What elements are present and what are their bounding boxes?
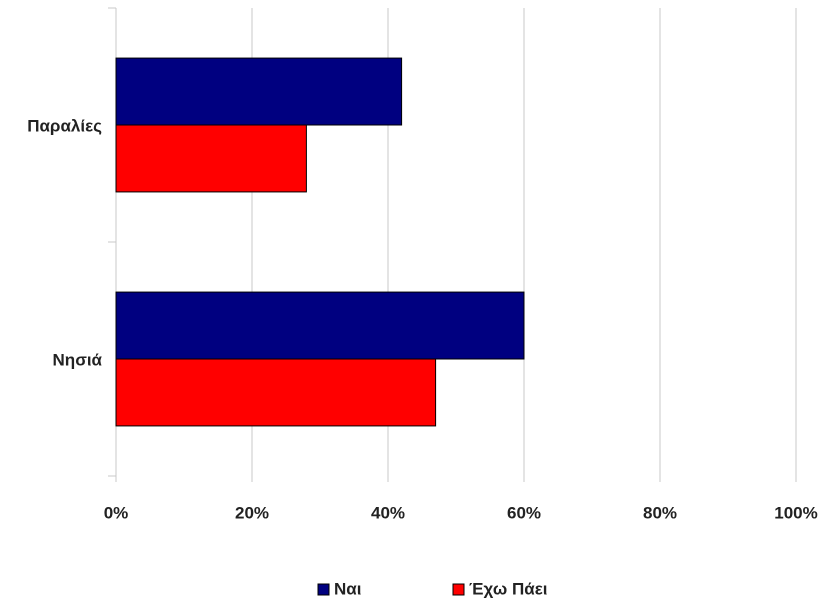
bar [115, 57, 403, 126]
bar [115, 358, 437, 427]
y-tick-label: Νησιά [53, 350, 103, 369]
bar [115, 291, 525, 360]
legend-swatch [452, 583, 465, 596]
x-tick-label: 40% [371, 503, 405, 522]
x-tick-label: 0% [104, 503, 129, 522]
x-tick-label: 20% [235, 503, 269, 522]
legend-label: Έχω Πάει [469, 579, 548, 598]
x-tick-label: 80% [643, 503, 677, 522]
x-tick-label: 100% [774, 503, 817, 522]
x-tick-label: 60% [507, 503, 541, 522]
legend-label: Ναι [334, 579, 362, 598]
y-tick-label: Παραλίες [27, 116, 102, 135]
bar [115, 124, 307, 193]
legend-swatch [317, 583, 330, 596]
